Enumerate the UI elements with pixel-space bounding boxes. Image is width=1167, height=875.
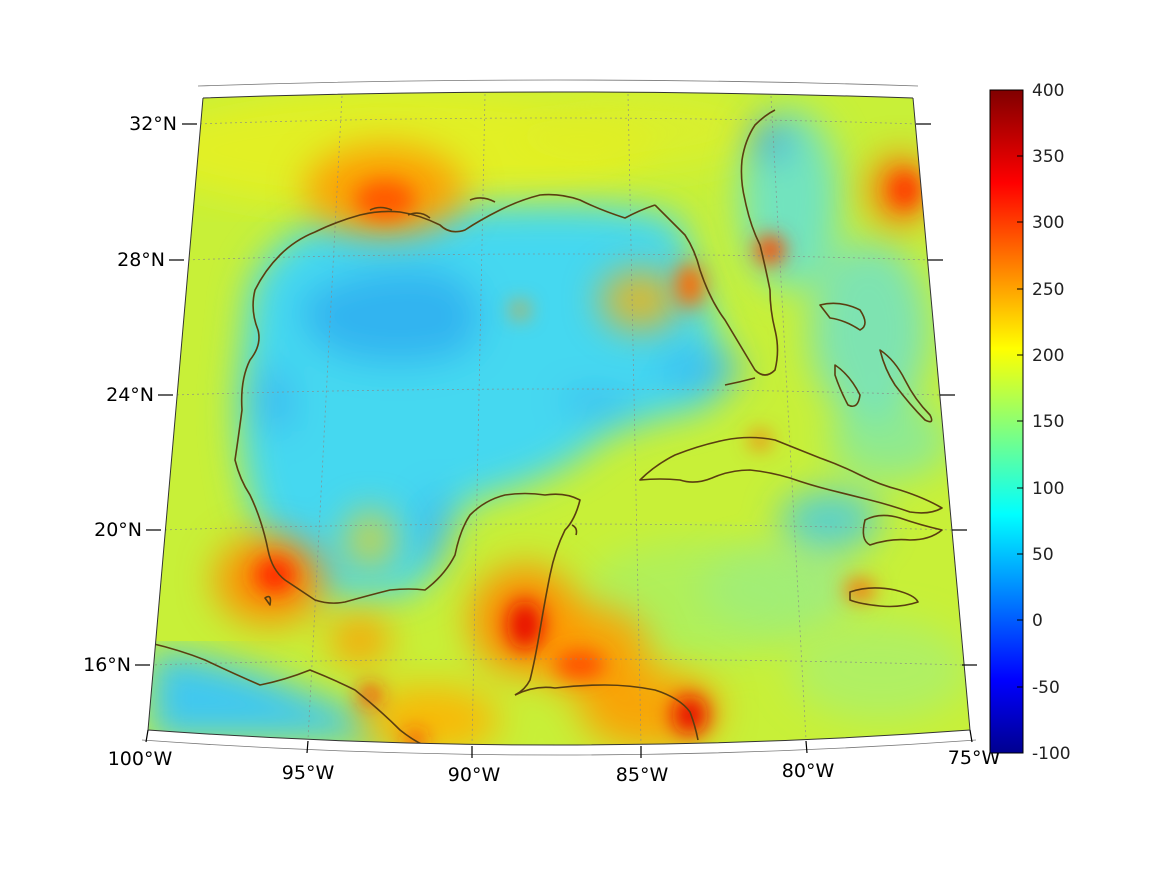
- colorbar-label-100: 100: [1032, 479, 1064, 499]
- lon-label-85w: 85°W: [616, 764, 669, 786]
- meridian-85w: [627, 93, 642, 745]
- parallel-28n: [182, 253, 931, 261]
- lat-label-32n: 32°N: [129, 113, 177, 135]
- colorbar-label-150: 150: [1032, 412, 1064, 432]
- cozumel-island: [571, 524, 578, 536]
- florida-keys: [724, 377, 756, 386]
- sw-lake-coastline: [264, 595, 272, 606]
- lat-label-24n: 24°N: [106, 384, 154, 406]
- colorbar-label-400: 400: [1032, 81, 1064, 101]
- frame-ticks: [135, 123, 977, 758]
- lat-label-16n: 16°N: [83, 654, 131, 676]
- parallel-20n: [159, 523, 953, 531]
- colorbar-label-300: 300: [1032, 213, 1064, 233]
- gulf-coastline: [234, 193, 656, 696]
- colorbar-ticks: [1017, 155, 1023, 688]
- latitude-labels: 32°N 28°N 24°N 20°N 16°N: [83, 113, 177, 676]
- honduras-coastline: [514, 684, 699, 741]
- central-america-coastline: [149, 642, 431, 745]
- lon-label-90w: 90°W: [448, 764, 501, 786]
- lon-label-95w: 95°W: [282, 762, 335, 784]
- bahamas-coastline: [819, 302, 933, 423]
- graticule: [149, 93, 963, 745]
- longitude-labels: 100°W 95°W 90°W 85°W 80°W 75°W: [108, 747, 1001, 786]
- coastlines: [149, 109, 943, 745]
- map-frame: [141, 79, 977, 756]
- parallel-16n: [149, 658, 963, 666]
- colorbar-label-200: 200: [1032, 346, 1064, 366]
- heatmap-field: [148, 92, 970, 745]
- lon-label-75w: 75°W: [948, 747, 1001, 769]
- colorbar-label-350: 350: [1032, 147, 1064, 167]
- colorbar-label-50: 50: [1032, 545, 1054, 565]
- colorbar: 400 350 300 250 200 150 100 50 0 -50 -10…: [989, 81, 1071, 764]
- jamaica-coastline: [849, 587, 919, 608]
- colorbar-label-minus100: -100: [1032, 744, 1071, 764]
- meridian-90w: [471, 93, 486, 745]
- florida-coastline: [654, 109, 779, 376]
- lat-label-20n: 20°N: [94, 519, 142, 541]
- louisiana-islands: [369, 197, 496, 219]
- lon-label-80w: 80°W: [782, 760, 835, 782]
- lat-label-28n: 28°N: [117, 249, 165, 271]
- colorbar-label-250: 250: [1032, 280, 1064, 300]
- hispaniola-coastline: [862, 514, 943, 546]
- colorbar-label-0: 0: [1032, 611, 1043, 631]
- cuba-coastline: [639, 436, 943, 514]
- parallel-32n: [194, 117, 919, 125]
- colorbar-label-minus50: -50: [1032, 678, 1060, 698]
- lon-label-100w: 100°W: [108, 748, 173, 770]
